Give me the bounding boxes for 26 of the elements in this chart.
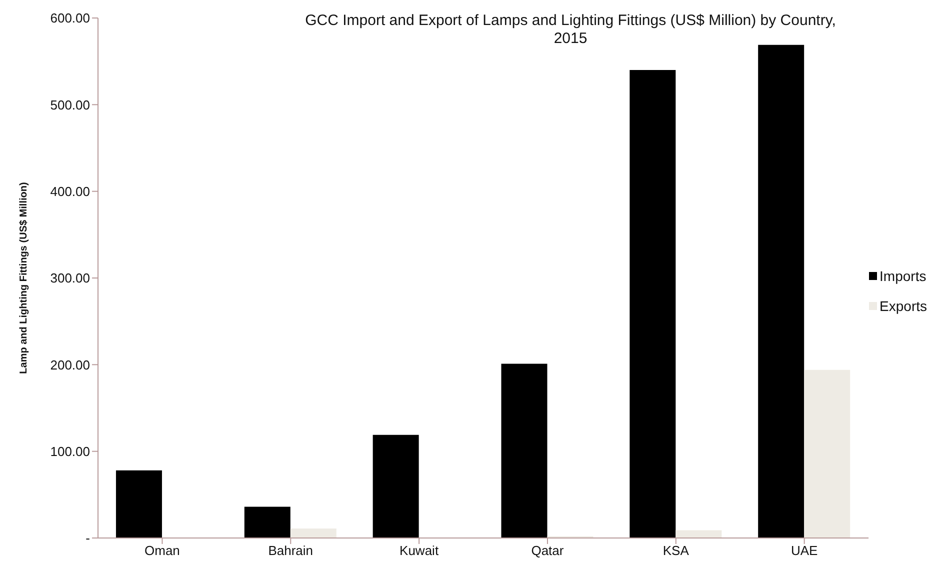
bar — [244, 506, 290, 538]
legend-label: Exports — [880, 298, 927, 314]
bar — [758, 44, 804, 538]
y-tick-label: 400.00 — [50, 184, 90, 199]
x-tick-label: Kuwait — [400, 543, 439, 558]
y-tick-label: 200.00 — [50, 357, 90, 372]
bar — [501, 364, 548, 538]
x-tick-label: KSA — [662, 543, 690, 558]
x-tick-label: Bahrain — [268, 543, 314, 558]
bar — [290, 528, 336, 538]
y-tick-label: 600.00 — [50, 10, 90, 26]
y-tick-label: 300.00 — [50, 270, 90, 286]
legend-label: Imports — [880, 268, 926, 284]
x-tick-label: Qatar — [531, 543, 564, 558]
bar — [630, 70, 676, 538]
bar — [372, 434, 419, 538]
chart-title: GCC Import and Export of Lamps and Lighting Fittings (US$ Million) by Country, 2015 — [304, 12, 837, 48]
x-tick-label: UAE — [790, 543, 818, 558]
bar — [676, 530, 722, 538]
bar — [116, 470, 162, 538]
x-tick-label: Oman — [144, 543, 180, 558]
y-axis-title: Lamp and Lighting Fittings (US$ Million) — [18, 182, 30, 374]
y-tick-label: 500.00 — [50, 97, 90, 112]
y-tick-label: - — [86, 530, 90, 546]
y-tick-label: 100.00 — [50, 444, 90, 459]
bar — [804, 370, 850, 538]
